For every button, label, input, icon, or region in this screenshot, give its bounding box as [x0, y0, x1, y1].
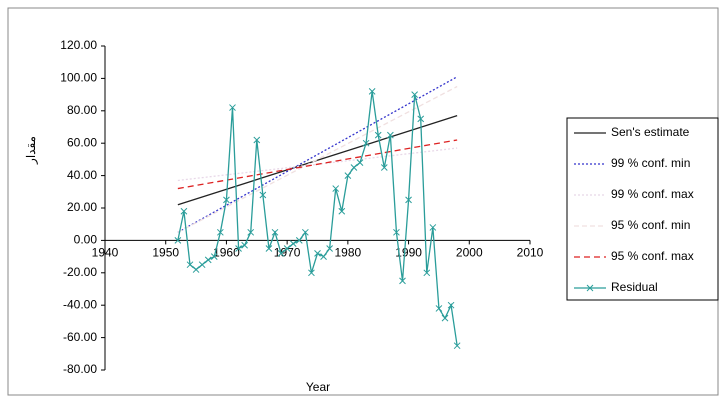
point-marker [308, 269, 315, 277]
y-axis-label: مقدار [24, 136, 38, 165]
point-marker [356, 159, 364, 166]
x-tick-label: 2010 [517, 246, 544, 260]
y-tick-label: 40.00 [67, 168, 97, 182]
x-tick-label: 1950 [152, 246, 179, 260]
point-marker [295, 237, 303, 244]
point-marker [326, 245, 333, 252]
point-marker [380, 164, 388, 171]
legend-label: 99 % conf. max [611, 187, 694, 201]
legend-box [566, 117, 719, 301]
legend-label: 99 % conf. min [611, 156, 690, 170]
point-marker [447, 301, 455, 309]
point-marker [289, 240, 297, 247]
series-line [177, 139, 458, 190]
point-marker [411, 91, 418, 98]
point-marker [180, 207, 188, 215]
y-tick-label: 0.00 [74, 233, 98, 247]
y-tick-label: 20.00 [67, 200, 97, 214]
point-marker [241, 241, 248, 249]
point-marker [423, 269, 431, 277]
point-marker [265, 245, 273, 252]
y-tick-label: 80.00 [67, 103, 97, 117]
y-tick-label: 60.00 [67, 135, 97, 149]
point-marker [320, 253, 327, 260]
point-marker [192, 266, 200, 273]
point-marker [174, 237, 182, 244]
series-line [177, 115, 458, 206]
point-marker [338, 207, 346, 215]
x-tick-label: 1990 [395, 246, 422, 260]
y-tick-label: -80.00 [63, 362, 97, 376]
point-marker [417, 115, 425, 123]
point-marker [344, 172, 352, 179]
point-marker [210, 253, 218, 260]
legend-label: 95 % conf. max [611, 249, 694, 263]
point-marker [399, 277, 406, 285]
point-marker [393, 228, 400, 236]
legend-label: 95 % conf. min [611, 218, 690, 232]
point-marker [368, 88, 376, 95]
y-tick-label: 120.00 [60, 38, 97, 52]
point-marker [429, 224, 437, 231]
point-marker [271, 228, 279, 236]
point-marker [302, 228, 309, 236]
y-tick-label: -20.00 [63, 265, 97, 279]
point-marker [332, 185, 340, 192]
point-marker [283, 245, 291, 252]
point-marker [259, 191, 267, 199]
point-marker [235, 245, 242, 252]
point-marker [198, 261, 206, 269]
point-marker [435, 305, 443, 312]
point-marker [374, 131, 382, 139]
point-marker [453, 342, 461, 350]
point-marker [387, 131, 394, 139]
point-marker [229, 104, 236, 111]
series-line [177, 76, 458, 233]
point-marker [223, 196, 230, 204]
point-marker [314, 250, 321, 257]
point-marker [204, 256, 212, 264]
x-axis-label: Year [306, 380, 330, 394]
legend-marker [586, 284, 594, 292]
point-marker [277, 250, 285, 257]
x-tick-label: 1970 [274, 246, 301, 260]
legend-label: Residual [611, 280, 658, 294]
point-marker [441, 314, 449, 322]
x-tick-label: 1940 [92, 246, 119, 260]
y-tick-label: -40.00 [63, 297, 97, 311]
x-tick-label: 1980 [335, 246, 362, 260]
y-tick-label: 100.00 [60, 71, 97, 85]
x-tick-label: 1960 [213, 246, 240, 260]
point-marker [253, 136, 261, 144]
point-marker [350, 164, 358, 171]
point-marker [186, 261, 194, 269]
y-tick-label: -60.00 [63, 330, 97, 344]
x-tick-label: 2000 [456, 246, 483, 260]
legend-label: Sen's estimate [611, 125, 690, 139]
point-marker [217, 228, 224, 236]
point-marker [362, 139, 370, 147]
point-marker [405, 196, 412, 204]
point-marker [247, 228, 255, 236]
